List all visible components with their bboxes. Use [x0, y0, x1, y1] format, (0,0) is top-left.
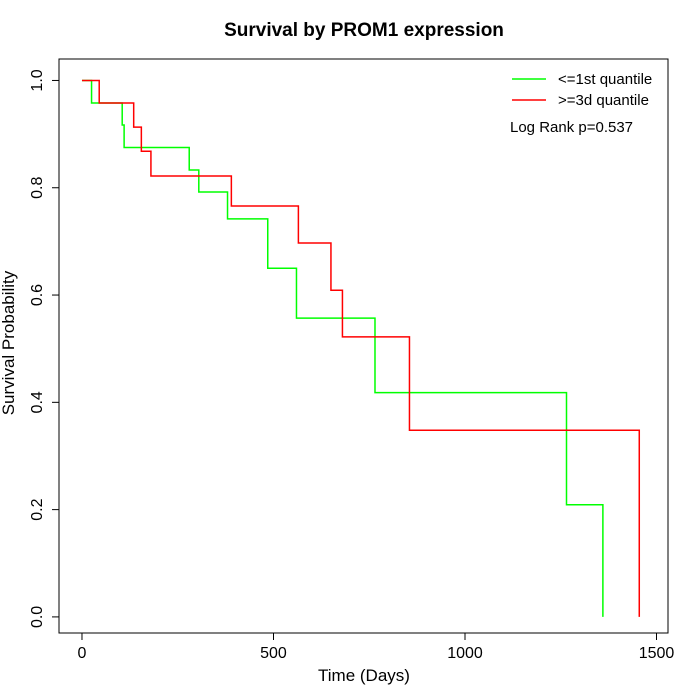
- x-tick-label: 1500: [639, 645, 675, 662]
- x-tick-label: 1000: [447, 645, 483, 662]
- survival-curve-high: [81, 79, 641, 617]
- survival-curve-low: [81, 79, 604, 617]
- legend-label-low: <=1st quantile: [558, 71, 652, 88]
- x-axis-label: Time (Days): [318, 666, 410, 685]
- legend-label-high: >=3d quantile: [558, 92, 649, 109]
- legend: <=1st quantile >=3d quantile: [512, 71, 652, 109]
- chart-title: Survival by PROM1 expression: [224, 20, 504, 41]
- y-tick-label: 1.0: [29, 69, 46, 91]
- y-tick-label: 0.8: [29, 177, 46, 199]
- x-tick-label: 0: [78, 645, 87, 662]
- y-tick-label: 0.4: [29, 391, 46, 413]
- x-axis: 0 500 1000 1500: [78, 632, 675, 662]
- y-tick-label: 0.0: [29, 606, 46, 628]
- y-axis-label: Survival Probability: [0, 270, 18, 415]
- x-tick-label: 500: [260, 645, 287, 662]
- y-axis: 0.0 0.2 0.4 0.6 0.8 1.0: [29, 69, 60, 628]
- y-tick-label: 0.6: [29, 284, 46, 306]
- series-layer: [81, 79, 641, 617]
- plot-frame: [58, 58, 669, 634]
- log-rank-annotation: Log Rank p=0.537: [510, 119, 633, 136]
- y-tick-label: 0.2: [29, 498, 46, 520]
